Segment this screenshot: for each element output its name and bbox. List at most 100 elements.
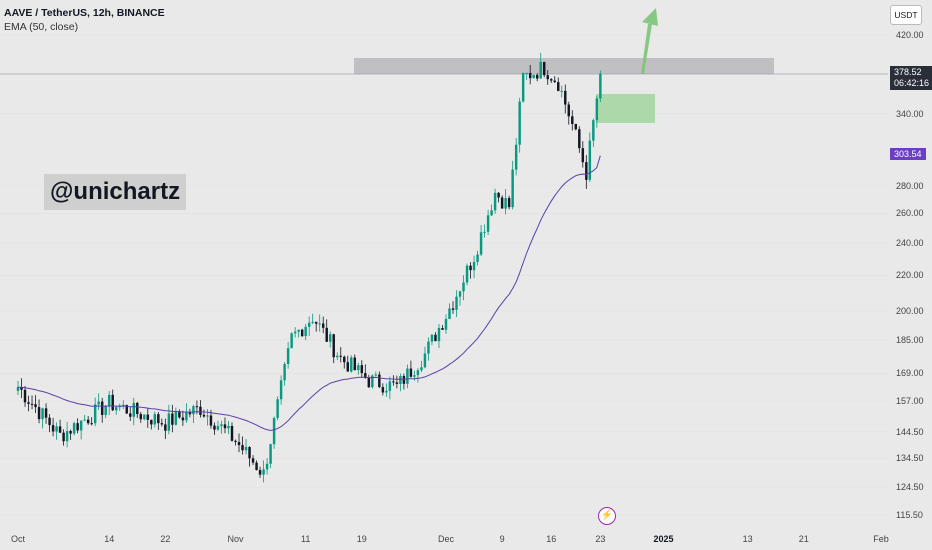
candle (385, 383, 388, 397)
candle (448, 303, 451, 320)
candle-body (427, 341, 430, 354)
candle-body (97, 401, 100, 405)
candle (181, 410, 185, 426)
candle (62, 429, 65, 446)
candle (314, 321, 318, 332)
candle-body (371, 375, 374, 388)
chart-legend: AAVE / TetherUS, 12h, BINANCE EMA (50, c… (4, 6, 165, 34)
candle-body (195, 406, 199, 408)
candle (486, 209, 490, 236)
candle-body (353, 357, 357, 371)
candle-body (304, 326, 307, 337)
candle-body (206, 415, 209, 417)
candle (574, 123, 578, 131)
candle (276, 396, 279, 421)
candle (525, 72, 528, 81)
candle-body (293, 331, 297, 334)
projection-arrow (641, 8, 658, 74)
candle (16, 380, 20, 396)
time-tick-label: 13 (742, 534, 753, 544)
candle (199, 400, 202, 418)
time-tick-label: Feb (873, 534, 889, 544)
candle (521, 72, 525, 103)
candle (206, 408, 209, 426)
price-tick-label: 169.00 (896, 368, 924, 379)
candle (497, 192, 500, 203)
candle-body (111, 394, 114, 411)
candle-body (100, 401, 104, 415)
candle-body (381, 387, 385, 393)
candle-body (388, 381, 392, 391)
ema-line (17, 155, 601, 431)
candle (97, 393, 100, 411)
candle-body (406, 368, 409, 384)
candle (434, 332, 437, 342)
candle-body (364, 373, 367, 378)
candle-body (434, 334, 437, 342)
time-axis[interactable] (0, 525, 932, 550)
price-tick-label: 240.00 (896, 238, 924, 249)
candle-body (199, 406, 202, 415)
candle (567, 101, 571, 125)
candle-body (332, 334, 335, 358)
candle (255, 460, 258, 471)
candle (248, 446, 251, 467)
candle-body (286, 348, 290, 365)
candle (409, 360, 413, 378)
candle-body (44, 408, 48, 418)
candle (353, 354, 357, 371)
candle-body (143, 414, 146, 420)
candle (143, 414, 146, 421)
candle (300, 328, 304, 337)
candle-body (441, 328, 444, 330)
time-tick-label: 11 (300, 534, 311, 544)
demand-zone[interactable] (596, 94, 655, 123)
candle-body (30, 403, 34, 405)
candle (290, 332, 293, 349)
candle-body (448, 308, 451, 319)
candle-body (472, 261, 476, 271)
resistance-zone[interactable] (354, 58, 774, 74)
candle (564, 84, 567, 114)
indicator-label: EMA (50, close) (4, 21, 79, 33)
candle-body (216, 426, 220, 430)
candle (339, 347, 342, 363)
candle-body (283, 364, 286, 381)
candle (111, 389, 114, 412)
candle (581, 141, 585, 168)
candle-body (107, 394, 111, 407)
candle (518, 97, 521, 153)
candle-body (476, 254, 479, 262)
candle (213, 422, 216, 435)
price-chart[interactable] (0, 0, 888, 525)
candle (560, 85, 563, 98)
candle (34, 395, 37, 414)
candle-body (20, 387, 23, 390)
candle-body (129, 413, 132, 417)
candle (283, 362, 286, 386)
price-tick-label: 200.00 (896, 305, 924, 316)
candle (79, 420, 83, 440)
candle (553, 76, 556, 83)
candle-body (493, 192, 497, 211)
candle (455, 290, 458, 318)
candle (293, 327, 297, 338)
candle (118, 403, 121, 411)
candle (595, 95, 599, 128)
candle-body (167, 413, 171, 431)
candle (451, 301, 455, 314)
candle (37, 399, 41, 424)
candle (265, 458, 269, 475)
candle-body (339, 355, 342, 357)
candle-body (578, 129, 581, 149)
candle (279, 375, 283, 405)
symbol-title: AAVE / TetherUS, 12h, BINANCE (4, 7, 165, 19)
candle-body (490, 210, 493, 216)
candle (202, 409, 206, 418)
lightning-icon[interactable]: ⚡ (598, 507, 616, 525)
currency-button[interactable]: USDT (890, 5, 922, 25)
candle-body (276, 399, 279, 418)
candle-body (528, 72, 532, 79)
candle (332, 333, 335, 364)
candle (357, 362, 360, 375)
